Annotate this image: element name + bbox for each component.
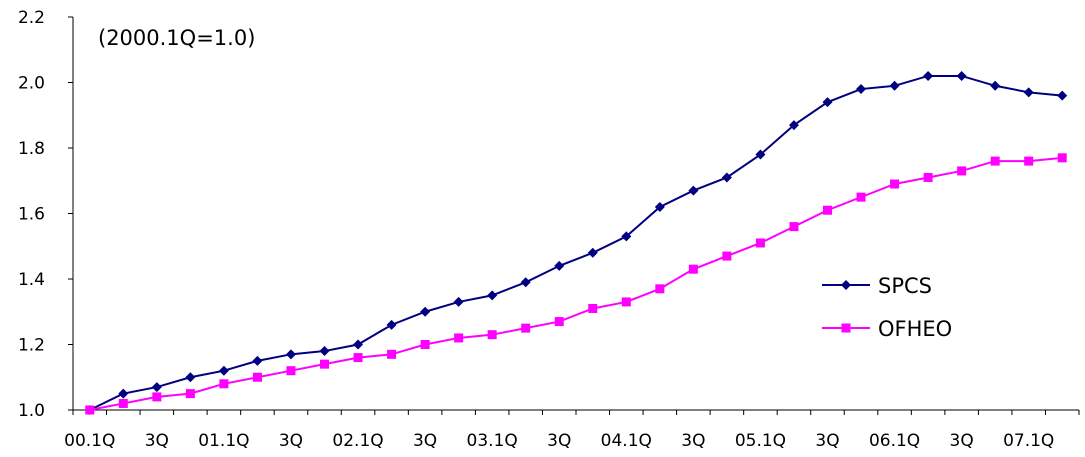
data-point xyxy=(788,120,799,131)
x-tick-label: 07.1Q xyxy=(1003,431,1054,451)
data-point xyxy=(856,84,867,95)
legend-item-ofheo: OFHEO xyxy=(822,317,952,341)
data-point xyxy=(219,379,229,389)
x-tick-label: 3Q xyxy=(681,431,705,451)
x-tick-label: 3Q xyxy=(279,431,303,451)
data-point xyxy=(588,303,598,313)
data-point xyxy=(118,388,129,399)
data-point xyxy=(487,330,497,340)
y-tick-label: 1.0 xyxy=(18,401,45,421)
data-point xyxy=(1023,87,1034,98)
series-line xyxy=(89,156,1063,411)
x-tick-label: 3Q xyxy=(547,431,571,451)
data-point xyxy=(1024,156,1034,166)
data-point xyxy=(554,317,564,327)
x-tick-label: 00.1Q xyxy=(64,431,115,451)
data-point xyxy=(453,296,464,307)
data-point xyxy=(152,392,162,402)
data-point xyxy=(386,319,397,330)
data-point xyxy=(353,339,364,350)
data-point xyxy=(85,405,95,415)
x-tick-label: 06.1Q xyxy=(869,431,920,451)
data-point xyxy=(420,340,430,349)
y-axis-ticks: 1.0 1.2 1.4 1.6 1.8 2.0 2.2 xyxy=(18,8,73,421)
data-point xyxy=(621,297,631,307)
x-tick-label: 02.1Q xyxy=(332,431,383,451)
data-point xyxy=(956,70,967,81)
data-point xyxy=(688,264,698,274)
base-period-note: (2000.1Q=1.0) xyxy=(98,26,255,50)
data-point xyxy=(655,284,665,294)
data-point xyxy=(118,398,128,408)
data-point xyxy=(722,251,732,261)
data-point xyxy=(789,222,799,232)
data-point xyxy=(420,306,431,317)
data-point xyxy=(353,353,363,363)
series-ofheo xyxy=(85,153,1067,415)
data-point xyxy=(252,355,263,366)
data-point xyxy=(151,382,162,393)
y-tick-label: 2.0 xyxy=(18,74,45,94)
series-group xyxy=(84,70,1068,415)
data-point xyxy=(990,80,1001,91)
data-point xyxy=(1057,90,1068,101)
data-point xyxy=(454,333,464,343)
legend-label: SPCS xyxy=(878,274,932,298)
data-point xyxy=(554,260,565,271)
data-point xyxy=(755,149,766,160)
x-tick-label: 01.1Q xyxy=(198,431,249,451)
data-point xyxy=(520,277,531,288)
data-point xyxy=(890,179,900,189)
data-point xyxy=(755,238,765,248)
data-point xyxy=(889,80,900,91)
x-tick-label: 03.1Q xyxy=(467,431,518,451)
data-point xyxy=(1057,153,1067,163)
x-tick-label: 04.1Q xyxy=(601,431,652,451)
y-tick-label: 1.4 xyxy=(18,270,45,290)
legend-item-spcs: SPCS xyxy=(822,274,932,298)
data-point xyxy=(621,231,632,242)
data-point xyxy=(654,201,665,212)
data-point xyxy=(286,366,296,376)
x-tick-label: 3Q xyxy=(413,431,437,451)
data-point xyxy=(822,97,833,108)
data-point xyxy=(990,156,1000,166)
data-point xyxy=(721,172,732,183)
y-tick-label: 1.2 xyxy=(18,336,45,356)
data-point xyxy=(319,346,330,357)
data-point xyxy=(923,70,934,81)
x-tick-label: 3Q xyxy=(145,431,169,451)
data-point xyxy=(856,192,866,202)
data-point xyxy=(252,372,262,382)
data-point xyxy=(923,172,933,182)
x-tick-label: 3Q xyxy=(950,431,974,451)
y-tick-label: 1.6 xyxy=(18,205,45,225)
series-line xyxy=(89,74,1063,411)
series-spcs xyxy=(84,70,1068,415)
y-tick-label: 2.2 xyxy=(18,8,45,28)
data-point xyxy=(185,389,195,399)
data-point xyxy=(823,205,832,215)
data-point xyxy=(521,323,531,333)
x-tick-label: 3Q xyxy=(815,431,839,451)
data-point xyxy=(587,247,598,258)
legend-marker xyxy=(841,323,851,333)
data-point xyxy=(218,365,229,376)
legend-marker xyxy=(841,280,851,290)
legend-label: OFHEO xyxy=(878,317,952,341)
legend: SPCS OFHEO xyxy=(822,274,952,341)
data-point xyxy=(320,359,329,369)
data-point xyxy=(957,166,967,176)
data-point xyxy=(487,290,498,301)
x-tick-label: 05.1Q xyxy=(735,431,786,451)
data-point xyxy=(185,372,196,383)
data-point xyxy=(688,185,699,196)
data-point xyxy=(387,349,397,359)
x-axis-ticks: 00.1Q 3Q 01.1Q 3Q 02.1Q 3Q 03.1Q 3Q 04.1Q 3Q 05.1Q… xyxy=(64,410,1080,451)
y-tick-label: 1.8 xyxy=(18,139,45,159)
data-point xyxy=(285,349,296,360)
